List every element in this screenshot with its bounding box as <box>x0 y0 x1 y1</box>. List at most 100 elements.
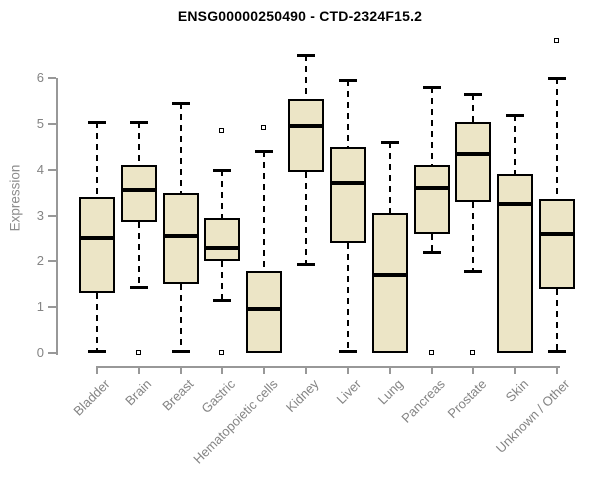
y-tick-label: 0 <box>36 345 44 360</box>
whisker-upper <box>346 80 349 147</box>
x-tick-label: Kidney <box>283 376 323 416</box>
x-tick <box>263 366 266 374</box>
whisker-cap-upper <box>338 79 357 83</box>
x-tick-label: Unknown / Other <box>493 376 573 456</box>
median-line <box>204 245 241 250</box>
whisker-cap-lower <box>422 251 441 255</box>
whisker-cap-lower <box>548 349 567 353</box>
x-tick <box>388 366 391 374</box>
x-tick <box>221 366 224 374</box>
whisker-upper <box>305 55 308 99</box>
whisker-lower <box>472 201 475 271</box>
whisker-cap-upper <box>171 102 190 106</box>
x-tick <box>137 366 140 374</box>
outlier-point <box>428 350 434 355</box>
whisker-cap-lower <box>297 262 316 266</box>
x-tick <box>96 366 98 374</box>
whisker-upper <box>556 78 559 200</box>
whisker-upper <box>388 142 391 214</box>
x-tick-label: Liver <box>333 376 364 407</box>
whisker-upper <box>514 114 517 175</box>
median-line <box>288 124 325 129</box>
x-tick-label: Breast <box>159 376 197 414</box>
whisker-cap-upper <box>88 120 106 124</box>
median-line <box>246 307 283 312</box>
whisker-cap-upper <box>548 77 567 80</box>
x-tick <box>430 366 433 374</box>
whisker-cap-upper <box>255 150 274 154</box>
whisker-upper <box>179 103 182 193</box>
whisker-lower <box>305 171 308 264</box>
y-tick <box>48 352 56 354</box>
y-tick <box>48 306 56 309</box>
median-line <box>455 151 492 156</box>
median-line <box>539 231 576 236</box>
median-line <box>371 273 408 278</box>
y-tick-label: 3 <box>36 207 44 223</box>
x-tick <box>346 366 349 374</box>
y-tick <box>48 122 56 125</box>
outlier-point <box>219 127 225 133</box>
outlier-point <box>135 350 141 355</box>
median-line <box>162 234 199 239</box>
y-tick <box>48 77 56 79</box>
box <box>162 192 199 285</box>
x-tick <box>472 366 475 374</box>
x-tick-label: Skin <box>502 376 532 405</box>
x-tick-label: Prostate <box>444 376 490 422</box>
median-line <box>497 202 534 207</box>
x-tick-label: Gastric <box>198 376 239 417</box>
whisker-cap-upper <box>422 86 441 90</box>
box <box>79 197 115 294</box>
whisker-cap-lower <box>213 299 232 303</box>
whisker-upper <box>137 121 140 166</box>
whisker-cap-upper <box>464 93 483 97</box>
x-tick <box>556 366 559 374</box>
chart-title: ENSG00000250490 - CTD-2324F15.2 <box>177 8 423 24</box>
outlier-point <box>261 125 267 131</box>
box <box>204 217 241 262</box>
whisker-cap-upper <box>297 54 316 58</box>
x-tick <box>514 366 517 374</box>
box <box>539 199 576 289</box>
whisker-cap-lower <box>88 349 106 353</box>
x-tick-label: Lung <box>374 376 406 408</box>
whisker-lower <box>556 288 559 351</box>
x-tick-label: Bladder <box>70 376 113 419</box>
x-tick-label: Pancreas <box>398 376 448 426</box>
median-line <box>120 188 157 193</box>
outlier-point <box>219 350 225 355</box>
outlier-point <box>554 38 560 44</box>
whisker-cap-upper <box>380 141 399 145</box>
y-tick <box>48 214 56 217</box>
y-tick-label: 1 <box>36 299 44 315</box>
x-tick <box>305 366 308 374</box>
y-tick-label: 6 <box>36 70 44 85</box>
box <box>329 146 366 243</box>
whisker-cap-lower <box>171 349 190 353</box>
whisker-cap-lower <box>464 269 483 273</box>
y-tick-label: 4 <box>36 161 44 177</box>
whisker-cap-lower <box>338 349 357 353</box>
box <box>371 213 408 353</box>
median-line <box>79 236 115 241</box>
whisker-lower <box>96 293 98 351</box>
whisker-upper <box>221 169 224 218</box>
y-axis-line <box>56 78 58 355</box>
whisker-cap-upper <box>129 120 148 124</box>
whisker-lower <box>137 222 140 287</box>
y-tick <box>48 168 56 171</box>
median-line <box>329 181 366 186</box>
outlier-point <box>470 350 476 355</box>
whisker-upper <box>263 151 266 271</box>
whisker-lower <box>221 261 224 301</box>
x-tick-label: Hematopoietic cells <box>189 376 281 467</box>
whisker-lower <box>179 284 182 351</box>
whisker-lower <box>430 233 433 253</box>
whisker-cap-upper <box>213 168 232 172</box>
x-tick <box>179 366 182 374</box>
whisker-upper <box>96 121 98 198</box>
whisker-cap-lower <box>129 285 148 289</box>
whisker-lower <box>346 243 349 351</box>
